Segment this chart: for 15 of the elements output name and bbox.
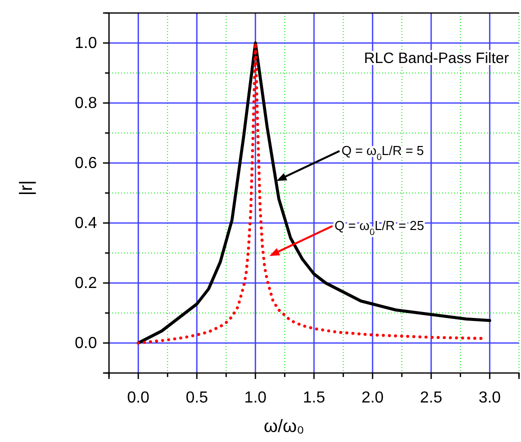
y-tick-label: 0.8 (74, 95, 98, 112)
x-tick-label: 0.0 (127, 389, 150, 406)
x-axis-title: ω/ω₀ (264, 416, 304, 436)
y-axis-title: |r| (16, 180, 36, 196)
x-tick-label: 0.5 (186, 389, 208, 406)
y-tick-label: 0.6 (74, 155, 98, 172)
x-tick-label: 1.0 (244, 389, 267, 406)
x-tick-label: 2.0 (361, 389, 384, 406)
x-tick-label: 3.0 (478, 389, 501, 406)
y-tick-label: 0.4 (74, 215, 98, 232)
y-tick-label: 1.0 (74, 35, 98, 52)
y-tick-label: 0.2 (74, 275, 98, 292)
x-tick-label: 1.5 (302, 389, 326, 406)
y-tick-label: 0.0 (74, 335, 98, 352)
x-tick-label: 2.5 (420, 389, 442, 406)
